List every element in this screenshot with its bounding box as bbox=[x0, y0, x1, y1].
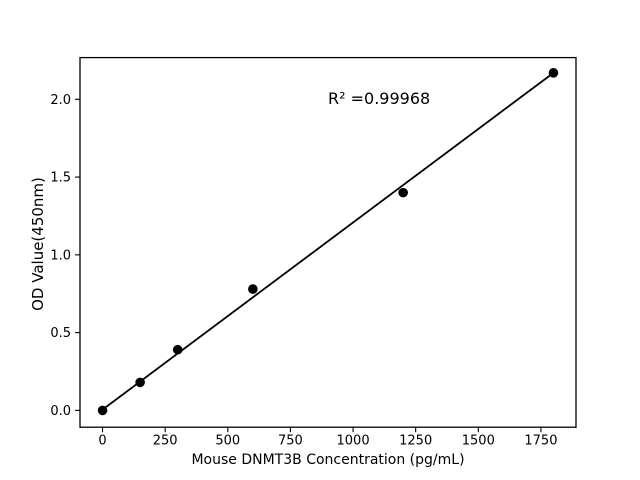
data-point bbox=[135, 377, 145, 388]
y-axis-label: OD Value(450nm) bbox=[29, 177, 47, 311]
data-point bbox=[398, 187, 408, 198]
y-tick-label: 0.5 bbox=[50, 326, 71, 341]
y-tick-label: 0.0 bbox=[50, 404, 71, 419]
data-point bbox=[172, 344, 183, 355]
y-tick-label: 2.0 bbox=[50, 93, 71, 108]
x-tick-label: 0 bbox=[98, 434, 106, 449]
fit-line bbox=[102, 72, 554, 411]
y-tick-label: 1.5 bbox=[50, 171, 71, 186]
x-tick-label: 500 bbox=[215, 434, 240, 449]
x-tick-label: 750 bbox=[278, 434, 303, 449]
x-tick-label: 250 bbox=[153, 434, 178, 449]
x-tick-label: 1500 bbox=[462, 434, 495, 449]
x-tick-label: 1000 bbox=[337, 434, 370, 449]
x-axis-label: Mouse DNMT3B Concentration (pg/mL) bbox=[191, 452, 465, 468]
data-point bbox=[548, 68, 559, 78]
data-point bbox=[97, 405, 108, 416]
x-tick-label: 1250 bbox=[399, 434, 432, 449]
x-tick-label: 1750 bbox=[524, 434, 557, 449]
data-point bbox=[248, 284, 258, 294]
r-squared-annotation: R² =0.99968 bbox=[328, 89, 431, 108]
plot-border bbox=[79, 56, 577, 428]
y-tick-label: 1.0 bbox=[50, 248, 71, 263]
